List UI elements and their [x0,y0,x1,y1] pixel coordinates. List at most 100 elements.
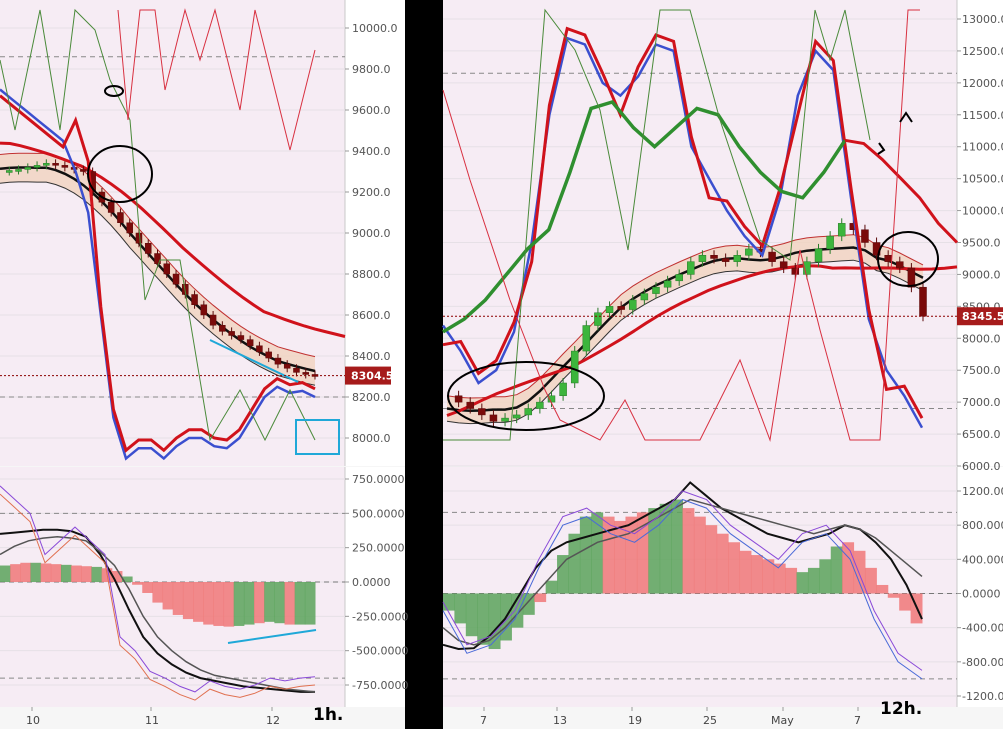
lp-candle [43,163,50,166]
rp-candle [605,306,614,313]
ro-histogram-bar [671,499,683,594]
lp-ytick-label: 8000.0 [352,432,391,445]
lo-ytick-label: -250.0000 [352,610,408,623]
lp-last-price-label: 8304.5 [351,370,393,383]
rp-candle [803,261,811,275]
ro-histogram-bar [579,516,592,594]
rp-candle [896,261,904,269]
lp-candle [117,212,124,223]
lo-histogram-bar [50,564,62,582]
rp-candle [791,267,800,275]
rp-candle [884,255,892,262]
lo-histogram-bar [243,582,255,625]
ro-histogram-bar [864,567,877,594]
lo-purple-line [0,485,316,693]
rp-candle [501,417,509,422]
lp-candle [274,357,282,365]
lo-trendline [227,629,317,644]
rp-ytick-label: 12500.0 [962,45,1003,58]
lp-ytick-label: 8800.0 [352,268,391,281]
rp-candle [745,248,753,256]
lo-black-line [0,528,315,693]
lo-histogram-bar [254,582,265,624]
ro-histogram-bar [693,516,706,594]
rp-green-zigzag [443,8,871,441]
rp-candle [721,258,730,262]
rp-midline [446,246,924,413]
lo-histogram-bar [233,582,245,626]
ro-histogram-bar [739,550,752,594]
rp-candle [559,382,567,397]
rp-candle [698,255,707,262]
rp-candle [594,312,602,326]
rp-candle [779,261,788,269]
lp-candle [163,263,171,275]
lp-candle [135,232,143,244]
rp-last-price-box [957,307,1003,326]
rp-red-tail [844,138,959,244]
lp-ytick-label: 8200.0 [352,391,391,404]
rp-candle [907,267,916,288]
rp-candle [733,255,741,262]
lp-candle [61,165,69,168]
ro-ytick-label: -400.0000 [962,622,1003,635]
ro-histogram-bar [728,542,741,594]
lp-candle [172,273,180,285]
lp-last-price-box [345,366,391,385]
rp-ytick-label: 7000.0 [962,396,1001,409]
ro-histogram-bar [534,593,547,603]
lp-candle [126,222,133,234]
lp-candle [15,169,22,172]
lo-gray-line [0,535,316,693]
lp-candle [246,339,254,347]
lp-ytick-label: 9000.0 [352,227,391,240]
lp-green-zigzag [0,8,316,442]
ro-histogram-bar [750,555,763,594]
rp-ytick-label: 6000.0 [962,460,1001,473]
lp-xtick-label: 11 [145,714,159,727]
lp-ribbon [0,153,315,386]
rp-candle [663,280,672,288]
lo-ytick-label: -500.0000 [352,645,408,658]
rp-red-ma [446,264,958,417]
ro-ytick-label: -800.0000 [962,656,1003,669]
rp-circle-annotation-low [447,361,605,431]
lp-candle [237,335,245,340]
lp-red-ma [0,141,346,338]
rp-ytick-label: 13000.0 [962,13,1003,26]
lp-candle [6,170,13,173]
rp-candle [687,261,695,275]
rp-ytick-label: 10000.0 [962,205,1003,218]
rp-up-arrow-mark [899,111,913,123]
rp-candle [710,255,718,259]
ro-histogram-bar [568,533,581,594]
lp-small-ellipse [104,85,124,97]
lp-candle [33,165,41,168]
lo-ytick-label: 500.0000 [352,507,405,520]
lp-candle [265,351,272,359]
lp-candle [256,345,263,353]
ro-histogram-bar [477,593,490,645]
lo-histogram-bar [132,582,143,585]
rp-ytick-label: 9500.0 [962,237,1001,250]
ro-purple-line [442,490,923,671]
rp-candle [652,286,660,294]
lp-candle [52,163,59,166]
lo-histogram-bar [182,582,194,620]
lo-orange-line [0,493,316,701]
rp-ytick-label: 11000.0 [962,141,1003,154]
ro-histogram-bar [522,593,535,615]
lp-circle-annotation [87,145,153,203]
rp-candle [454,395,463,403]
lp-ytick-label: 9600.0 [352,104,391,117]
lp-candle [144,243,152,254]
rp-candle [536,401,544,409]
ro-histogram-bar [636,512,649,594]
rp-candle [570,350,579,384]
lp-candle [228,331,235,336]
rp-ytick-label: 7500.0 [962,364,1001,377]
lo-histogram-bar [111,571,123,582]
rp-candle [814,248,823,262]
ro-histogram-bar [602,516,615,594]
